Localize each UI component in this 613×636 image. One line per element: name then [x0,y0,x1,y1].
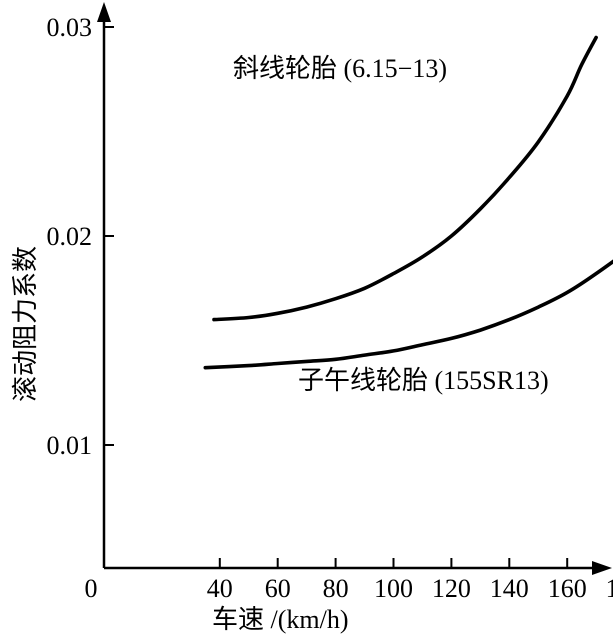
x-axis-label: 车速 /(km/h) [212,605,349,634]
x-tick-label: 100 [374,574,413,603]
x-tick-label: 60 [265,574,291,603]
series-label-bias-tire: 斜线轮胎 (6.15−13) [233,54,447,83]
y-tick-label: 0.01 [47,431,93,460]
y-tick-label: 0.02 [47,222,93,251]
y-axis-label: 滚动阻力系数 [11,246,40,402]
bias-tire-curve [212,35,598,322]
x-tick-label: 0 [85,574,98,603]
x-tick-label: 40 [207,574,233,603]
y-ticks: 0.01 0.02 0.03 [47,13,114,460]
radial-tire-curve [203,259,613,370]
axes [97,2,612,575]
x-tick-label: 140 [490,574,529,603]
series-label-radial-tire: 子午线轮胎 (155SR13) [298,366,549,395]
x-tick-label: 180 [606,574,613,603]
x-tick-label: 160 [548,574,587,603]
x-ticks: 0 40 60 80 100 120 140 160 180 [85,558,613,603]
y-axis-arrow [97,2,111,22]
y-tick-label: 0.03 [47,13,93,42]
series-lines [203,35,613,370]
x-tick-label: 120 [432,574,471,603]
x-tick-label: 80 [323,574,349,603]
x-axis-arrow [592,561,612,575]
